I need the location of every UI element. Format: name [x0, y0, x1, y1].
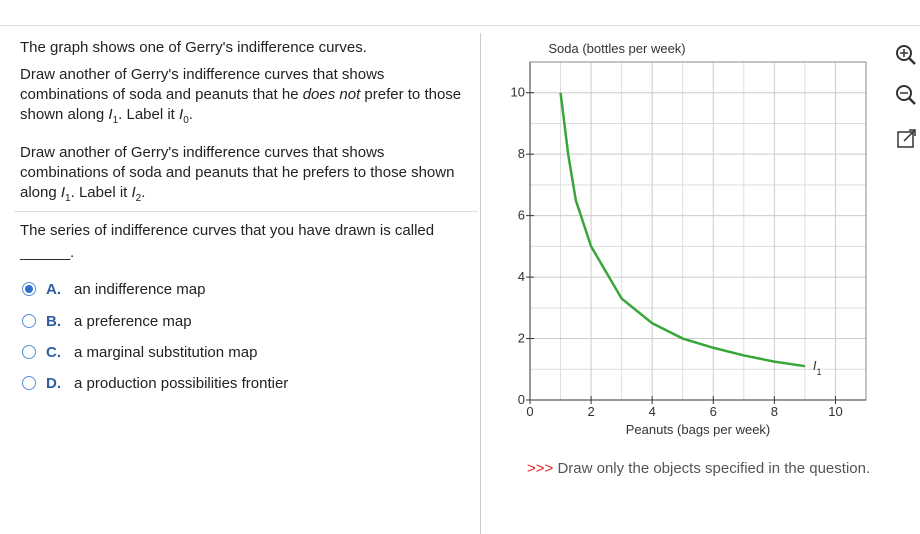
option-letter: A.	[46, 280, 61, 298]
text-segment: 1	[65, 193, 71, 204]
text-segment: I	[108, 106, 113, 123]
x-tick-label: 0	[526, 404, 533, 419]
footer-text: Draw only the objects specified in the q…	[557, 460, 871, 477]
plot-frame	[529, 61, 867, 401]
text-segment: Draw another of Gerry's indifference cur…	[20, 66, 385, 103]
radio-button[interactable]	[22, 345, 36, 359]
text-segment: .	[188, 106, 193, 123]
zoom-out-icon[interactable]	[896, 85, 916, 105]
blank: ______.	[20, 244, 75, 261]
footer-marker: >>>	[527, 460, 554, 477]
radio-button[interactable]	[22, 376, 36, 390]
text-segment: I	[131, 184, 136, 201]
prompt-text: The series of indifference curves that y…	[20, 222, 435, 239]
x-axis-title: Peanuts (bags per week)	[626, 422, 771, 437]
text-segment: does not	[302, 86, 361, 103]
text-segment: prefer to those shown along	[20, 86, 462, 123]
footer-note: >>> Draw only the objects specified in t…	[527, 460, 870, 477]
top-border	[0, 25, 920, 26]
y-axis-title: Soda (bottles per week)	[548, 41, 685, 56]
option-text: a production possibilities frontier	[74, 374, 289, 392]
radio-button[interactable]	[22, 314, 36, 328]
option[interactable]: A. an indifference map	[22, 279, 205, 299]
option-text: an indifference map	[74, 280, 206, 298]
text-segment: I	[179, 106, 184, 123]
text-segment: 2	[135, 193, 142, 204]
option[interactable]: B. a preference map	[22, 311, 192, 331]
option-text: a marginal substitution map	[74, 343, 258, 361]
y-tick-label: 0	[518, 392, 525, 407]
zoom-in-icon[interactable]	[896, 45, 916, 65]
option[interactable]: C. a marginal substitution map	[22, 342, 257, 362]
divider	[480, 33, 481, 534]
text-segment: The graph shows one of Gerry's indiffere…	[20, 39, 367, 56]
y-tick-label: 8	[518, 146, 525, 161]
radio-button[interactable]	[22, 282, 36, 296]
curve-label-part: I	[813, 358, 817, 373]
option-text: a preference map	[74, 312, 192, 330]
popout-icon[interactable]	[897, 129, 916, 148]
x-tick-label: 4	[649, 404, 656, 419]
instructions: The graph shows one of Gerry's indiffere…	[20, 38, 470, 221]
paragraph: Draw another of Gerry's indifference cur…	[20, 143, 470, 209]
text-segment: 0	[183, 115, 189, 126]
x-tick-label: 2	[587, 404, 594, 419]
option[interactable]: D. a production possibilities frontier	[22, 373, 288, 393]
paragraph: Draw another of Gerry's indifference cur…	[20, 65, 470, 131]
option-letter: C.	[46, 343, 61, 361]
text-segment: Draw another of Gerry's indifference cur…	[20, 144, 455, 201]
option-letter: D.	[46, 374, 61, 392]
x-tick-label: 10	[828, 404, 842, 419]
curve-label: I1	[813, 358, 822, 377]
y-tick-label: 10	[511, 85, 525, 100]
x-tick-label: 8	[771, 404, 778, 419]
text-segment: . Label it	[118, 106, 180, 123]
text-segment: . Label it	[70, 184, 132, 201]
indifference-curve	[559, 92, 806, 368]
y-tick-label: 2	[518, 331, 525, 346]
prompt: The series of indifference curves that y…	[20, 220, 475, 264]
separator	[14, 211, 478, 212]
text-segment: .	[141, 184, 146, 201]
x-tick-label: 6	[710, 404, 717, 419]
y-tick-label: 6	[518, 208, 525, 223]
paragraph: The graph shows one of Gerry's indiffere…	[20, 38, 470, 58]
option-letter: B.	[46, 312, 61, 330]
text-segment: I	[60, 184, 66, 201]
curve-label-part: 1	[817, 367, 822, 377]
text-segment: 1	[112, 115, 119, 126]
y-tick-label: 4	[518, 269, 525, 284]
